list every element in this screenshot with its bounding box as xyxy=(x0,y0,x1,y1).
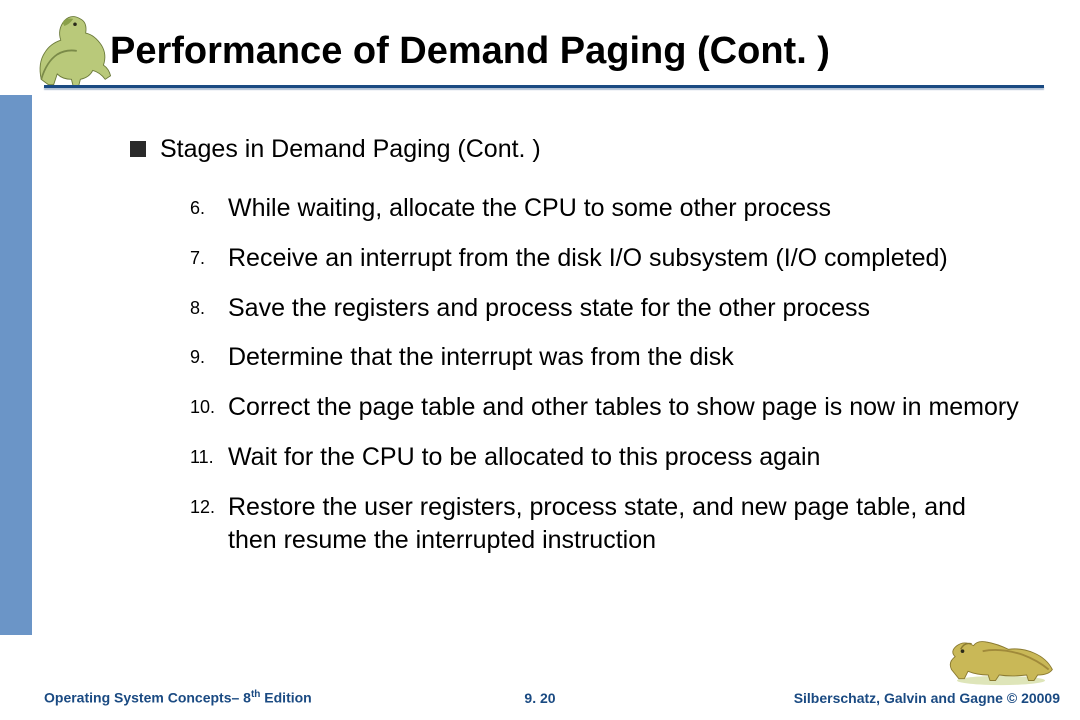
left-accent-bar xyxy=(0,95,32,635)
item-text: Receive an interrupt from the disk I/O s… xyxy=(228,242,948,276)
list-item: 11. Wait for the CPU to be allocated to … xyxy=(190,441,1020,475)
dinosaur-icon xyxy=(946,631,1056,686)
footer-right: Silberschatz, Galvin and Gagne © 20009 xyxy=(794,690,1060,706)
list-item: 6. While waiting, allocate the CPU to so… xyxy=(190,192,1020,226)
slide-title: Performance of Demand Paging (Cont. ) xyxy=(110,30,830,73)
item-text: While waiting, allocate the CPU to some … xyxy=(228,192,831,226)
numbered-list: 6. While waiting, allocate the CPU to so… xyxy=(190,192,1020,558)
item-number: 6. xyxy=(190,192,228,219)
item-text: Save the registers and process state for… xyxy=(228,292,870,326)
item-number: 11. xyxy=(190,441,228,468)
item-number: 9. xyxy=(190,341,228,368)
item-text: Wait for the CPU to be allocated to this… xyxy=(228,441,820,475)
list-item: 12. Restore the user registers, process … xyxy=(190,491,1020,559)
subheading-text: Stages in Demand Paging (Cont. ) xyxy=(160,135,541,164)
item-number: 12. xyxy=(190,491,228,518)
item-text: Determine that the interrupt was from th… xyxy=(228,341,734,375)
square-bullet-icon xyxy=(130,141,146,157)
footer-left: Operating System Concepts– 8th Edition xyxy=(44,689,312,706)
item-text: Correct the page table and other tables … xyxy=(228,391,1019,425)
bullet-row: Stages in Demand Paging (Cont. ) xyxy=(130,135,1020,164)
list-item: 10. Correct the page table and other tab… xyxy=(190,391,1020,425)
list-item: 8. Save the registers and process state … xyxy=(190,292,1020,326)
item-number: 8. xyxy=(190,292,228,319)
footer-left-prefix: Operating System Concepts– 8 xyxy=(44,690,251,706)
footer-left-tail: Edition xyxy=(260,690,311,706)
footer-left-super: th xyxy=(251,689,260,700)
item-number: 7. xyxy=(190,242,228,269)
item-text: Restore the user registers, process stat… xyxy=(228,491,1020,559)
title-underline xyxy=(44,85,1044,88)
slide-body: Stages in Demand Paging (Cont. ) 6. Whil… xyxy=(130,135,1020,574)
list-item: 9. Determine that the interrupt was from… xyxy=(190,341,1020,375)
slide: Performance of Demand Paging (Cont. ) St… xyxy=(0,0,1080,720)
dinosaur-icon xyxy=(30,10,120,90)
footer-page-number: 9. 20 xyxy=(524,690,555,706)
item-number: 10. xyxy=(190,391,228,418)
list-item: 7. Receive an interrupt from the disk I/… xyxy=(190,242,1020,276)
